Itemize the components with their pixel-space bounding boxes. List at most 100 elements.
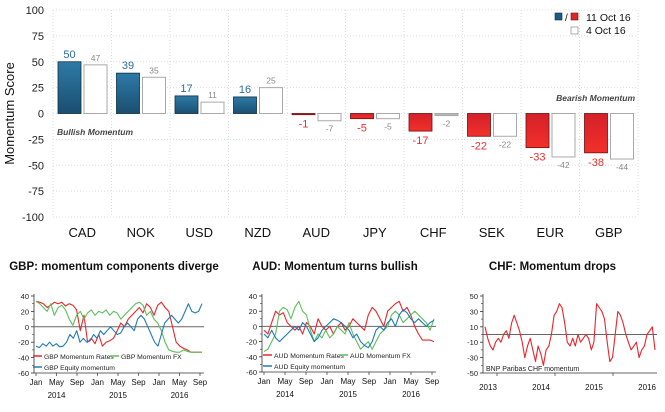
y-tick-label: -60 (18, 369, 29, 378)
series-line-1 (35, 300, 202, 353)
x-tick-label: Jan (258, 377, 271, 386)
data-label-current: -22 (471, 140, 487, 152)
bar-current-eur (525, 113, 550, 149)
legend-label: GBP Momentum Rates (44, 354, 114, 361)
legend-label: BNP Paribas CHF momentum (486, 366, 579, 373)
x-tick-label: USD (186, 225, 213, 240)
y-tick-label: 20 (21, 307, 29, 316)
x-tick-label: NZD (244, 225, 271, 240)
y-tick-label: 10 (470, 323, 478, 332)
y-tick-label: 25 (32, 83, 44, 95)
x-year-label: 2014 (48, 391, 66, 400)
y-tick-label: 20 (249, 307, 257, 316)
data-label-current: 39 (122, 60, 134, 72)
x-year-label: 2015 (585, 383, 603, 392)
y-tick-label: 40 (21, 292, 29, 301)
x-tick-label: Jan (91, 378, 104, 387)
x-tick-label: NOK (127, 225, 156, 240)
legend-slash: / (565, 13, 568, 24)
y-tick-label: -20 (246, 338, 257, 347)
x-year-label: 2016 (402, 390, 420, 399)
data-label-current: -5 (357, 123, 367, 135)
data-label-current: -17 (413, 135, 429, 147)
y-tick-label: -20 (18, 338, 29, 347)
bar-current-chf (408, 113, 433, 132)
y-tick-label: 40 (249, 292, 257, 301)
legend-label: GBP Equity momentum (44, 365, 115, 372)
data-label-previous: 47 (91, 53, 101, 63)
series-line-1 (263, 300, 435, 352)
series-line-0 (263, 300, 435, 343)
x-year-label: 2014 (276, 390, 294, 399)
data-label-previous: -2 (443, 119, 451, 129)
series-line-0 (35, 300, 202, 353)
bar-current-sek (467, 113, 491, 137)
x-tick-label: JPY (363, 225, 387, 240)
data-label-current: -38 (588, 157, 604, 169)
bar-current-cad (57, 61, 82, 114)
x-year-label: 2015 (109, 391, 127, 400)
data-label-previous: -42 (557, 160, 570, 170)
y-tick-label: 0 (38, 109, 44, 121)
x-tick-label: Sep (70, 378, 85, 387)
legend-swatch-white (570, 26, 579, 35)
data-label-previous: -5 (384, 122, 392, 132)
x-tick-label: Jan (153, 378, 166, 387)
bar-current-gbp (584, 113, 608, 154)
y-tick-label: -30 (467, 354, 478, 363)
legend-label: AUD Momentum FX (350, 353, 411, 360)
bar-previous-cad (83, 64, 108, 115)
bar-previous-chf (434, 113, 459, 117)
x-tick-label: Jan (384, 377, 397, 386)
y-tick-label: -50 (28, 160, 44, 172)
legend-label: AUD Momentum Rates (274, 353, 344, 360)
data-label-previous: 25 (266, 76, 276, 86)
bar-previous-jpy (376, 113, 400, 120)
bar-previous-gbp (610, 113, 634, 160)
data-label-current: 17 (180, 83, 192, 95)
bearish-momentum-annotation: Bearish Momentum (556, 93, 635, 103)
x-tick-label: Jan (30, 378, 43, 387)
x-tick-label: Sep (425, 377, 440, 386)
series-line-2 (263, 309, 435, 349)
bar-current-usd (174, 95, 199, 114)
x-tick-label: AUD (303, 225, 330, 240)
momentum-bar-chart: 100 75 50 25 0 -25 -50 -75 -100 Momentum Score 50 4… (2, 5, 639, 240)
y-tick-label: -100 (22, 212, 44, 224)
x-tick-label: CAD (69, 225, 96, 240)
y-axis-title: Momentum Score (2, 62, 17, 165)
bar-previous-nzd (259, 87, 283, 114)
y-tick-label: -40 (18, 354, 29, 363)
legend-swatch-red (570, 12, 579, 21)
bar-current-jpy (350, 113, 374, 120)
y-tick-label: 0 (253, 322, 257, 331)
chf-panel: CHF: Momentum drops 50 30 10 -10 -30 -50 2013 2… (440, 255, 665, 407)
y-tick-label: -75 (28, 186, 44, 198)
data-label-previous: 35 (149, 65, 159, 75)
y-tick-label: 50 (32, 57, 44, 69)
y-tick-label: -25 (28, 134, 44, 146)
y-tick-label: 30 (470, 307, 478, 316)
bar-previous-eur (551, 113, 576, 158)
y-tick-label: 50 (470, 292, 478, 301)
x-tick-label: Sep (131, 378, 146, 387)
y-tick-label: -60 (246, 368, 257, 377)
y-tick-label: 100 (26, 5, 44, 17)
y-tick-label: -10 (467, 338, 478, 347)
legend-swatch-blue (554, 12, 563, 21)
bar-current-aud (291, 113, 316, 116)
data-label-previous: -44 (616, 162, 629, 172)
data-label-current: 16 (239, 84, 251, 96)
x-tick-label: May (49, 378, 64, 387)
bar-previous-aud (317, 113, 342, 122)
x-tick-label: Sep (362, 377, 377, 386)
x-tick-label: May (340, 377, 355, 386)
x-tick-label: CHF (420, 225, 447, 240)
legend-label: AUD Equity momentum (274, 364, 345, 371)
data-label-previous: -7 (326, 124, 334, 134)
bar-previous-sek (493, 113, 517, 137)
x-tick-label: GBP (595, 225, 622, 240)
y-tick-label: 75 (32, 31, 44, 43)
